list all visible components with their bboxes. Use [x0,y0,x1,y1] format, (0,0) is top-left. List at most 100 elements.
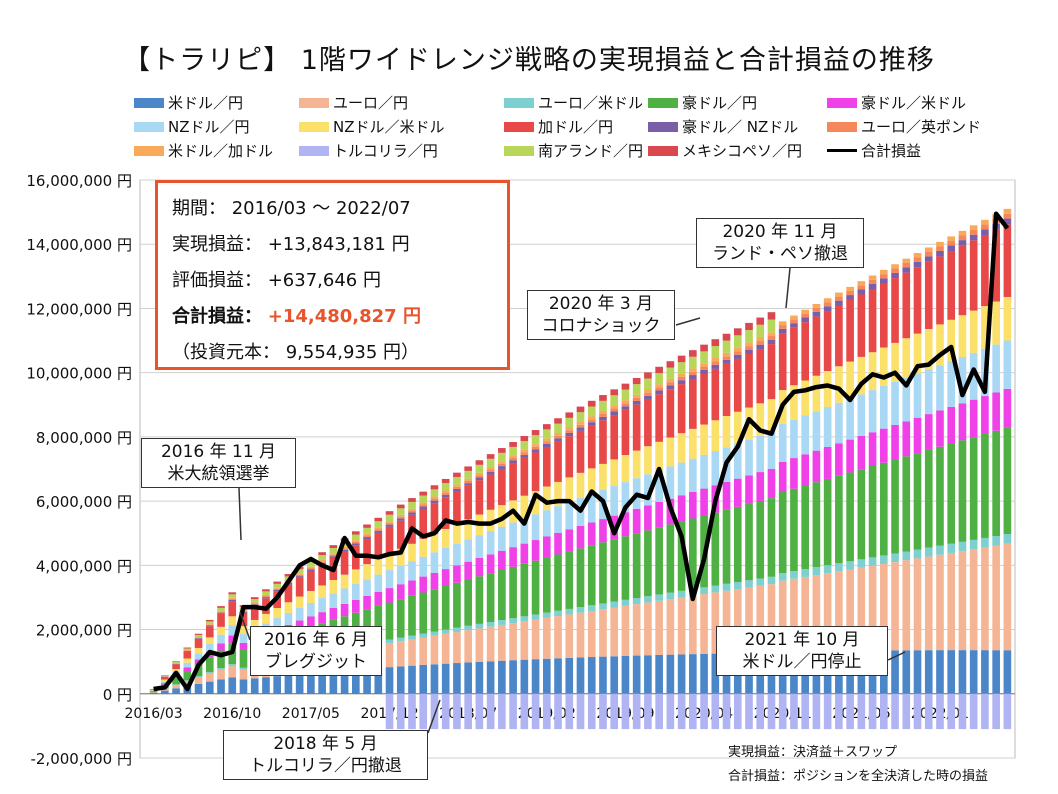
bar-segment-negative [666,693,675,730]
bar-segment [823,565,832,574]
bar-segment [958,235,967,241]
bar-segment [554,433,562,436]
callout-usdjpy-text: 米ドル／円停止 [742,652,862,672]
bar-segment [329,554,338,557]
bar-segment-negative [767,693,776,730]
bar-segment [677,654,686,694]
legend-label: トルコリラ／円 [333,142,438,160]
bar-segment [509,623,517,661]
bar-segment [655,600,663,655]
bar-segment-negative [891,693,899,730]
bar-segment [801,576,809,652]
bar-segment-negative [1003,693,1012,730]
bar-segment [374,558,383,575]
bar-segment [936,256,944,325]
bar-segment [307,566,315,569]
bar-segment [947,650,956,694]
bar-segment [352,540,360,542]
bar-segment [475,623,484,629]
bar-segment [790,419,798,459]
bar-segment [778,492,787,574]
legend-swatch [504,97,534,108]
bar-segment [745,503,753,581]
legend-item: トルコリラ／円 [299,142,438,160]
callout-pointer [887,651,906,661]
bar-segment [879,278,888,284]
bar-segment [352,541,360,544]
bar-segment-negative [790,693,798,730]
bar-segment [812,375,821,412]
bar-segment [689,379,697,429]
bar-segment [846,569,854,651]
bar-segment [453,488,461,492]
bar-segment [655,441,663,471]
bar-segment [1003,427,1012,535]
bar-segment [183,680,192,682]
bar-segment [498,448,506,453]
bar-segment [790,327,798,386]
bar-segment [700,488,708,516]
bar-segment [396,514,405,517]
bar-segment [565,432,574,437]
bar-segment [587,422,596,426]
legend-item: 米ドル／加ドル [134,142,273,160]
bar-segment [981,235,989,307]
bar-segment [239,679,248,694]
bar-segment-negative [947,693,956,730]
bar-segment [969,234,978,241]
bar-segment [408,543,416,562]
bar-segment [307,616,315,627]
bar-segment [318,559,326,562]
legend-swatch [827,121,857,132]
bar-segment [430,498,439,501]
bar-segment [205,672,214,674]
bar-segment [913,549,922,559]
legend-swatch [504,121,534,132]
bar-segment [329,580,338,594]
bar-segment [374,574,383,592]
bar-segment [902,338,911,378]
bar-segment [868,279,877,284]
bar-segment [374,529,383,531]
bar-segment [363,524,371,528]
bar-segment [677,495,686,522]
bar-segment [767,498,776,577]
bar-segment [576,612,585,658]
bar-segment [879,283,888,348]
bar-segment [958,551,967,651]
bar-segment [419,506,428,509]
bar-segment [790,323,798,328]
bar-segment [329,556,338,558]
bar-segment [329,608,338,620]
bar-segment [453,632,461,664]
bar-segment-negative [542,693,551,730]
bar-segment [430,500,439,504]
bar-segment [767,576,776,585]
bar-segment-negative [733,693,742,730]
bar-segment [599,603,607,610]
y-tick-label: 6,000,000 円 [36,493,132,511]
bar-segment [307,562,315,567]
bar-segment [767,432,776,469]
bar-segment [891,424,899,460]
bar-segment [924,247,933,252]
bar-segment [217,626,225,635]
bar-segment [475,535,484,559]
bar-segment [172,677,180,685]
bar-segment [790,488,798,572]
bar-segment [632,604,641,656]
bar-segment [969,549,978,651]
bar-segment-negative [396,693,405,730]
bar-segment [441,629,450,634]
bar-segment [891,650,899,694]
bar-segment [554,610,562,617]
bar-segment [733,443,742,479]
bar-segment [722,333,731,341]
bar-segment-negative [430,693,439,730]
bar-segment [756,341,765,345]
bar-segment [812,567,821,576]
legend-item: 南アランド／円 [504,142,643,160]
bar-segment [879,385,888,429]
bar-segment [632,655,641,694]
bar-segment [711,585,720,593]
